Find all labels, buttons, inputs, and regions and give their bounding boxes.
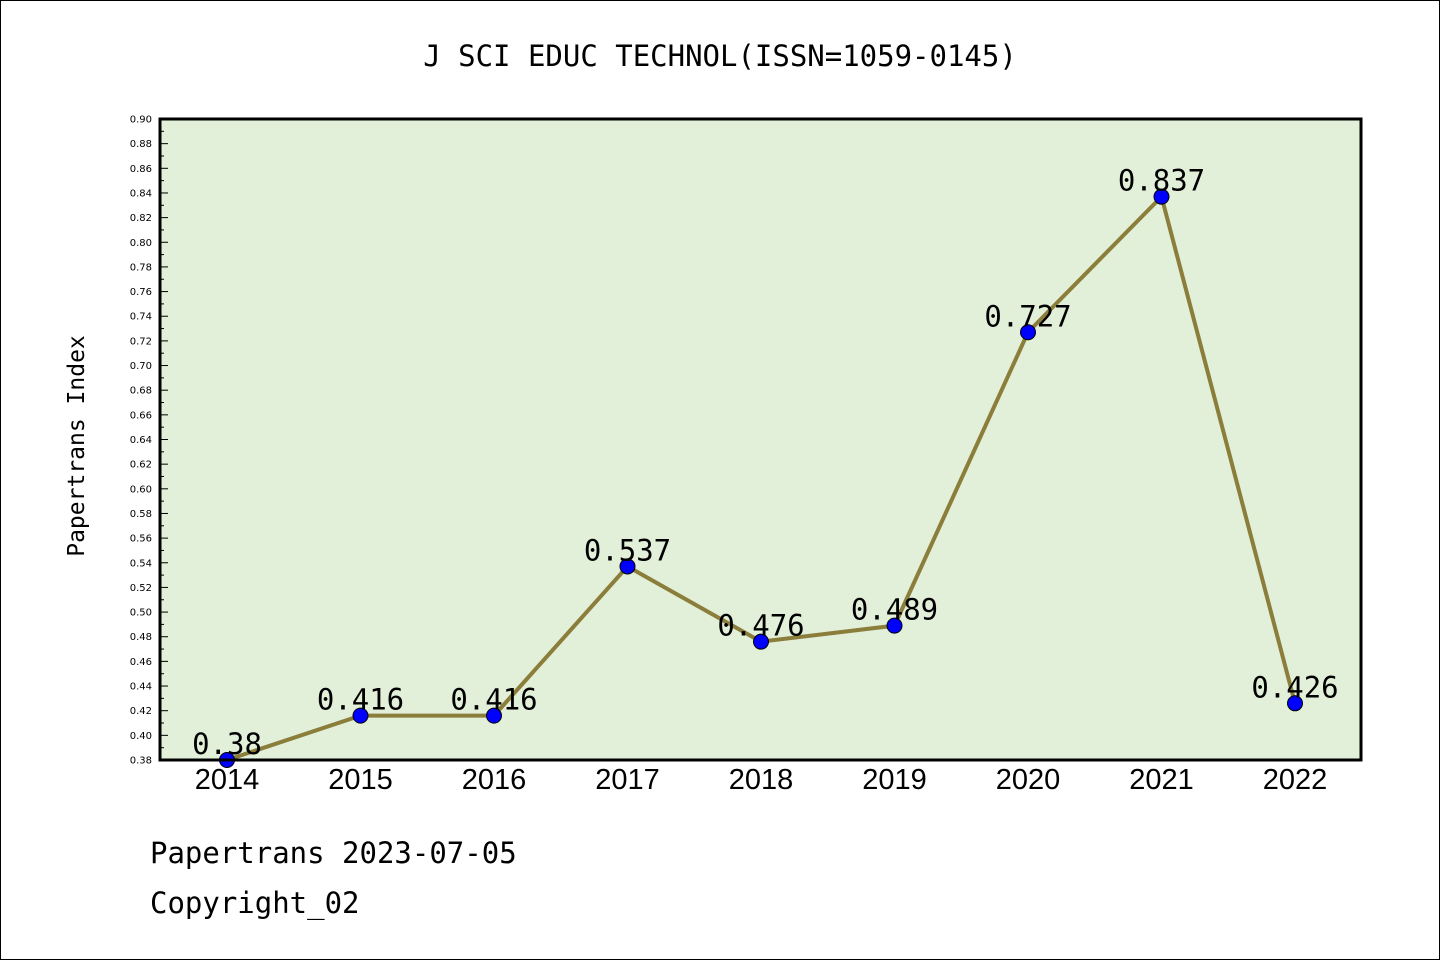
x-tick-label: 2020 xyxy=(996,764,1061,796)
x-tick-label: 2014 xyxy=(195,764,260,796)
footer-copyright: Copyright_02 xyxy=(150,886,360,920)
y-tick-label: 0.62 xyxy=(130,460,152,471)
data-label: 0.416 xyxy=(450,683,537,717)
data-label: 0.476 xyxy=(717,609,804,643)
y-tick-label: 0.50 xyxy=(130,608,152,619)
x-tick-label: 2021 xyxy=(1129,764,1194,796)
data-label: 0.426 xyxy=(1251,670,1338,704)
x-tick-label: 2019 xyxy=(862,764,927,796)
y-tick-label: 0.80 xyxy=(130,238,152,249)
y-tick-label: 0.88 xyxy=(130,139,152,150)
y-tick-label: 0.44 xyxy=(130,682,152,693)
chart-title: J SCI EDUC TECHNOL(ISSN=1059-0145) xyxy=(423,39,1017,73)
y-tick-label: 0.72 xyxy=(130,336,152,347)
y-tick-label: 0.66 xyxy=(130,410,152,421)
y-tick-label: 0.64 xyxy=(130,435,152,446)
x-tick-label: 2015 xyxy=(328,764,393,796)
data-point xyxy=(1287,695,1303,712)
y-tick-label: 0.74 xyxy=(130,312,152,323)
data-point xyxy=(486,707,502,724)
data-label: 0.416 xyxy=(317,683,404,717)
y-tick-label: 0.38 xyxy=(130,756,152,767)
y-tick-label: 0.40 xyxy=(130,731,152,742)
y-tick-label: 0.90 xyxy=(130,115,152,126)
y-tick-label: 0.56 xyxy=(130,534,152,545)
y-tick-label: 0.52 xyxy=(130,583,152,594)
data-point xyxy=(619,558,636,575)
x-tick-label: 2016 xyxy=(462,764,527,796)
y-tick-label: 0.68 xyxy=(130,386,152,397)
data-point xyxy=(886,617,903,634)
y-tick-label: 0.86 xyxy=(130,164,152,175)
data-label: 0.38 xyxy=(192,727,262,761)
y-tick-label: 0.60 xyxy=(130,484,152,495)
plot-border xyxy=(158,117,1363,762)
x-tick-label: 2017 xyxy=(595,764,660,796)
y-tick-label: 0.76 xyxy=(130,287,152,298)
y-tick-label: 0.82 xyxy=(130,213,152,224)
y-tick-label: 0.42 xyxy=(130,706,152,717)
y-tick-label: 0.78 xyxy=(130,262,152,273)
data-label: 0.489 xyxy=(851,593,938,627)
data-point xyxy=(753,633,769,650)
data-point xyxy=(1020,324,1036,341)
y-tick-label: 0.48 xyxy=(130,632,152,643)
y-tick-label: 0.70 xyxy=(130,361,152,372)
data-point xyxy=(1153,188,1170,205)
y-tick-label: 0.54 xyxy=(130,558,152,569)
data-point xyxy=(352,707,369,724)
data-label: 0.537 xyxy=(584,533,671,567)
x-tick-label: 2018 xyxy=(729,764,794,796)
y-tick-label: 0.58 xyxy=(130,509,152,520)
y-tick-label: 0.84 xyxy=(130,188,152,199)
data-label: 0.837 xyxy=(1118,164,1205,198)
x-tick-label: 2022 xyxy=(1263,764,1328,796)
data-label: 0.727 xyxy=(984,299,1071,333)
y-axis-label: Papertrans Index xyxy=(64,335,90,557)
plot-area xyxy=(160,119,1361,760)
y-tick-label: 0.46 xyxy=(130,657,152,668)
footer-date: Papertrans 2023-07-05 xyxy=(150,836,517,870)
